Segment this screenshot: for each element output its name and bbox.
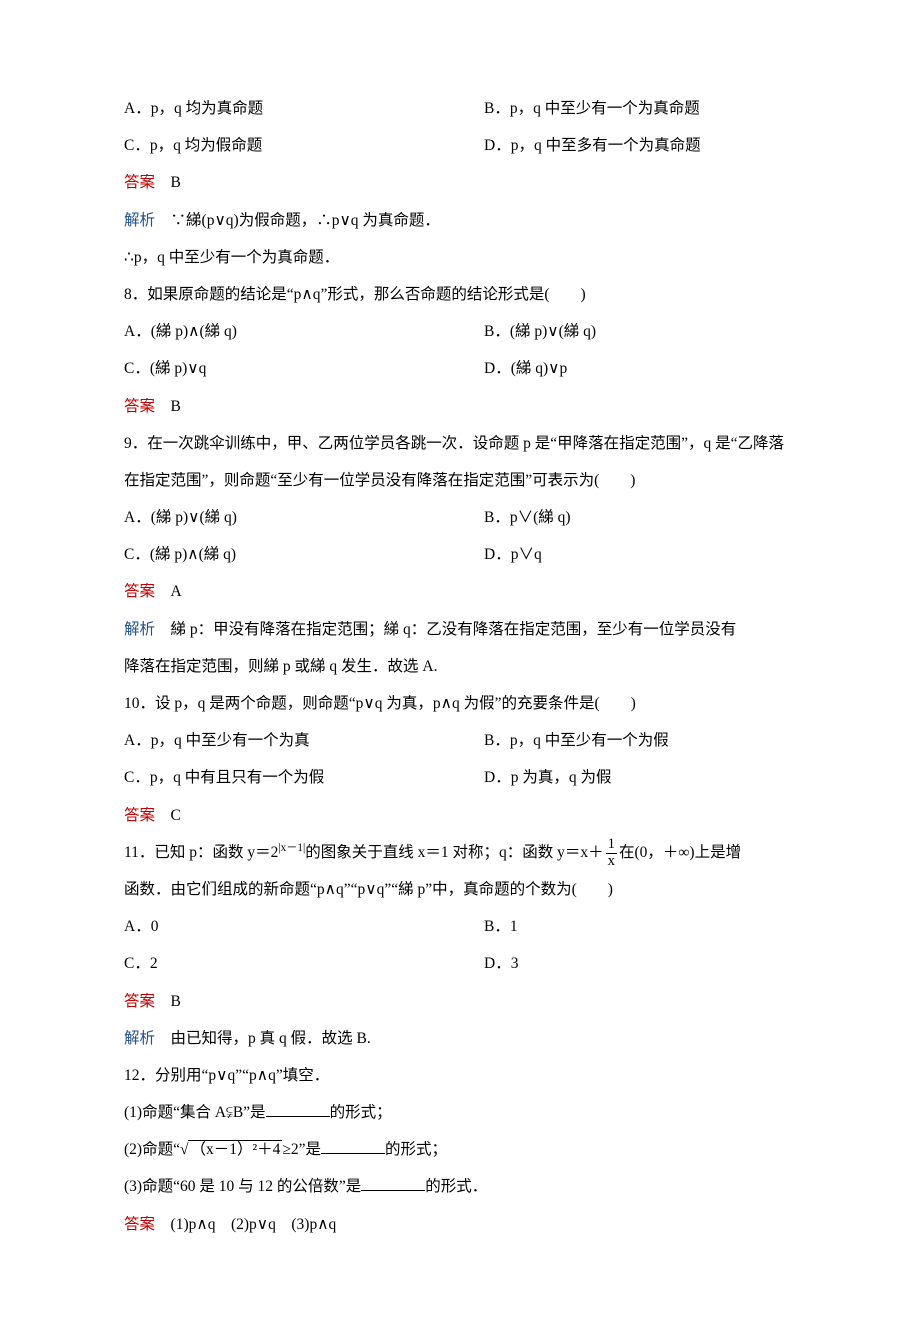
q12-part1-suffix: 的形式； bbox=[330, 1104, 392, 1121]
answer-label: 答案 bbox=[124, 1216, 155, 1233]
q9-choice-a: A．(綈 p)∨(綈 q) bbox=[124, 499, 436, 536]
q7-choices-row1: A．p，q 均为真命题 B．p，q 中至少有一个为真命题 bbox=[124, 90, 796, 127]
q7-choice-b: B．p，q 中至少有一个为真命题 bbox=[436, 90, 796, 127]
q11-choices-row1: A．0 B．1 bbox=[124, 908, 796, 945]
fill-blank bbox=[361, 1175, 425, 1192]
q10-stem: 10．设 p，q 是两个命题，则命题“p∨q 为真，p∧q 为假”的充要条件是(… bbox=[124, 685, 796, 722]
fill-blank bbox=[321, 1138, 385, 1155]
q12-answer-line: 答案 (1)p∧q (2)p∨q (3)p∧q bbox=[124, 1206, 796, 1243]
q10-answer-line: 答案 C bbox=[124, 797, 796, 834]
q7-choice-a: A．p，q 均为真命题 bbox=[124, 90, 436, 127]
q11-answer-line: 答案 B bbox=[124, 983, 796, 1020]
q12-part1: (1)命题“集合 A⫋B”是 的形式； bbox=[124, 1094, 796, 1131]
q7-explain-text1: ∵綈(p∨q)为假命题，∴p∨q 为真命题． bbox=[171, 212, 440, 229]
q11-choice-c: C．2 bbox=[124, 945, 436, 982]
q11-stem-mid: 的图象关于直线 x＝1 对称；q：函数 y＝x＋ bbox=[305, 844, 603, 861]
q11-explain-line: 解析 由已知得，p 真 q 假．故选 B. bbox=[124, 1020, 796, 1057]
q12-part2-pre: (2)命题“ bbox=[124, 1141, 180, 1158]
q10-choice-a: A．p，q 中至少有一个为真 bbox=[124, 722, 436, 759]
q9-choices-row2: C．(綈 p)∧(綈 q) D．p∨q bbox=[124, 536, 796, 573]
q11-stem-line1: 11．已知 p：函数 y＝2|x－1|的图象关于直线 x＝1 对称；q：函数 y… bbox=[124, 834, 796, 871]
q9-explain-line1: 解析 綈 p：甲没有降落在指定范围；綈 q：乙没有降落在指定范围，至少有一位学员… bbox=[124, 611, 796, 648]
q12-part2-after: ≥2”是 bbox=[282, 1141, 321, 1158]
q10-choice-b: B．p，q 中至少有一个为假 bbox=[436, 722, 796, 759]
q9-explain-line2: 降落在指定范围，则綈 p 或綈 q 发生．故选 A. bbox=[124, 648, 796, 685]
sqrt-expr: （x－1）²＋4 bbox=[188, 1140, 282, 1158]
q9-choice-d: D．p∨q bbox=[436, 536, 796, 573]
fraction-icon: 1x bbox=[606, 837, 617, 869]
fill-blank bbox=[266, 1101, 330, 1118]
q8-stem: 8．如果原命题的结论是“p∧q”形式，那么否命题的结论形式是( ) bbox=[124, 276, 796, 313]
q11-stem-prefix: 11．已知 p：函数 y＝2 bbox=[124, 844, 278, 861]
q11-choice-a: A．0 bbox=[124, 908, 436, 945]
q11-choice-b: B．1 bbox=[436, 908, 796, 945]
answer-label: 答案 bbox=[124, 807, 155, 824]
q10-choices-row2: C．p，q 中有且只有一个为假 D．p 为真，q 为假 bbox=[124, 759, 796, 796]
q8-choice-c: C．(綈 p)∨q bbox=[124, 350, 436, 387]
q7-explain-line1: 解析 ∵綈(p∨q)为假命题，∴p∨q 为真命题． bbox=[124, 202, 796, 239]
q11-stem-tail: 在(0，＋∞)上是增 bbox=[619, 844, 741, 861]
answer-label: 答案 bbox=[124, 583, 155, 600]
q7-answer: B bbox=[171, 174, 181, 191]
q12-part2: (2)命题“√（x－1）²＋4≥2”是的形式； bbox=[124, 1131, 796, 1168]
q7-explain-line2: ∴p，q 中至少有一个为真命题． bbox=[124, 239, 796, 276]
q7-choice-d: D．p，q 中至多有一个为真命题 bbox=[436, 127, 796, 164]
q12-stem: 12．分别用“p∨q”“p∧q”填空． bbox=[124, 1057, 796, 1094]
q8-answer-line: 答案 B bbox=[124, 388, 796, 425]
q8-choice-d: D．(綈 q)∨p bbox=[436, 350, 796, 387]
q10-choice-d: D．p 为真，q 为假 bbox=[436, 759, 796, 796]
q9-stem: 9．在一次跳伞训练中，甲、乙两位学员各跳一次．设命题 p 是“甲降落在指定范围”… bbox=[124, 425, 796, 499]
q9-choices-row1: A．(綈 p)∨(綈 q) B．p∨(綈 q) bbox=[124, 499, 796, 536]
q8-choices-row2: C．(綈 p)∨q D．(綈 q)∨p bbox=[124, 350, 796, 387]
q10-choice-c: C．p，q 中有且只有一个为假 bbox=[124, 759, 436, 796]
answer-label: 答案 bbox=[124, 993, 155, 1010]
q8-answer: B bbox=[171, 398, 181, 415]
q12-part3-pre: (3)命题“60 是 10 与 12 的公倍数”是 bbox=[124, 1178, 361, 1195]
q11-choice-d: D．3 bbox=[436, 945, 796, 982]
q9-choice-b: B．p∨(綈 q) bbox=[436, 499, 796, 536]
q11-answer: B bbox=[171, 993, 181, 1010]
answer-label: 答案 bbox=[124, 174, 155, 191]
explain-label: 解析 bbox=[124, 621, 155, 638]
q12-part3-suffix: 的形式． bbox=[425, 1178, 487, 1195]
q12-part3: (3)命题“60 是 10 与 12 的公倍数”是 的形式． bbox=[124, 1168, 796, 1205]
q8-choice-b: B．(綈 p)∨(綈 q) bbox=[436, 313, 796, 350]
q10-answer: C bbox=[171, 807, 181, 824]
q11-choices-row2: C．2 D．3 bbox=[124, 945, 796, 982]
explain-label: 解析 bbox=[124, 212, 155, 229]
q9-answer-line: 答案 A bbox=[124, 573, 796, 610]
q7-choices-row2: C．p，q 均为假命题 D．p，q 中至多有一个为真命题 bbox=[124, 127, 796, 164]
q12-answer: (1)p∧q (2)p∨q (3)p∧q bbox=[171, 1216, 337, 1233]
q9-explain-text1: 綈 p：甲没有降落在指定范围；綈 q：乙没有降落在指定范围，至少有一位学员没有 bbox=[171, 621, 737, 638]
q10-choices-row1: A．p，q 中至少有一个为真 B．p，q 中至少有一个为假 bbox=[124, 722, 796, 759]
q11-explain-text: 由已知得，p 真 q 假．故选 B. bbox=[171, 1030, 371, 1047]
q9-choice-c: C．(綈 p)∧(綈 q) bbox=[124, 536, 436, 573]
q8-choice-a: A．(綈 p)∧(綈 q) bbox=[124, 313, 436, 350]
q7-answer-line: 答案 B bbox=[124, 164, 796, 201]
answer-label: 答案 bbox=[124, 398, 155, 415]
q8-choices-row1: A．(綈 p)∧(綈 q) B．(綈 p)∨(綈 q) bbox=[124, 313, 796, 350]
q12-part2-suffix: 的形式； bbox=[385, 1141, 447, 1158]
q9-answer: A bbox=[171, 583, 182, 600]
q11-stem-sup: |x－1| bbox=[278, 842, 305, 854]
q12-part1-pre: (1)命题“集合 A⫋B”是 bbox=[124, 1104, 266, 1121]
q11-stem-line2: 函数．由它们组成的新命题“p∧q”“p∨q”“綈 p”中，真命题的个数为( ) bbox=[124, 871, 796, 908]
q7-choice-c: C．p，q 均为假命题 bbox=[124, 127, 436, 164]
explain-label: 解析 bbox=[124, 1030, 155, 1047]
